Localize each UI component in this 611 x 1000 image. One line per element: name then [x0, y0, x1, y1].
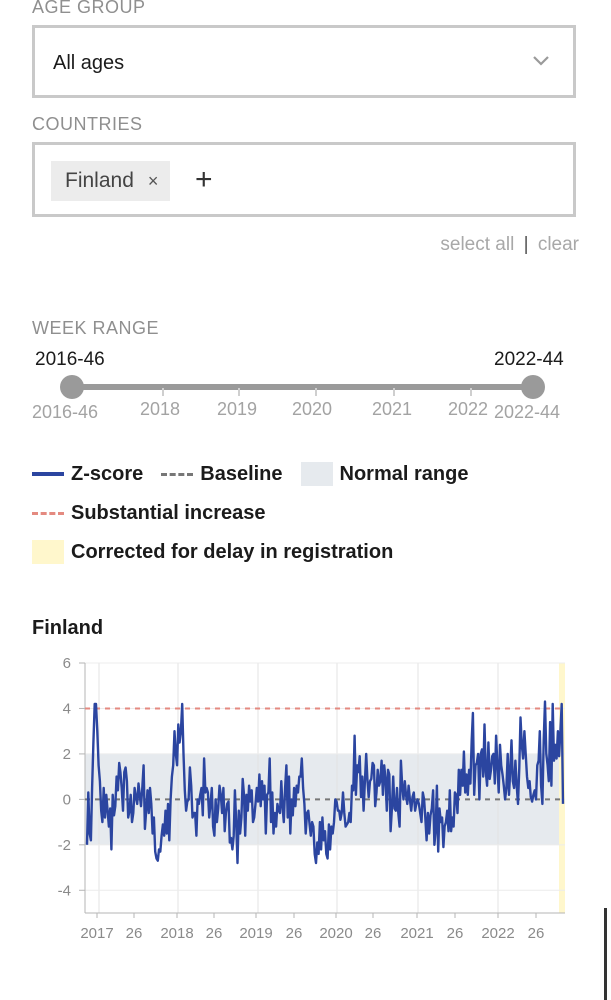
substantial-swatch — [32, 512, 64, 515]
y-tick-label: 6 — [63, 655, 71, 672]
x-tick-label: 26 — [126, 925, 143, 942]
scrollbar[interactable] — [604, 908, 607, 1000]
legend-baseline: Baseline — [161, 462, 283, 486]
link-separator: | — [523, 234, 529, 255]
legend-normal-range: Normal range — [300, 462, 469, 486]
week-range-year-label: 2020 — [292, 399, 333, 419]
country-chip-finland: Finland × — [51, 161, 171, 201]
corrected-swatch — [32, 540, 64, 564]
week-range-end-label: 2022-44 — [494, 402, 561, 422]
week-range-tick — [238, 388, 240, 396]
clear-link[interactable]: clear — [537, 234, 579, 255]
legend-baseline-label: Baseline — [200, 462, 283, 485]
normal-range-swatch — [300, 462, 333, 486]
x-tick-label: 26 — [206, 925, 223, 942]
x-tick-label: 26 — [447, 925, 464, 942]
x-tick-label: 26 — [528, 925, 545, 942]
add-country-icon[interactable]: + — [195, 163, 213, 196]
week-range-tick — [393, 388, 395, 396]
x-tick-label: 2019 — [239, 925, 272, 942]
x-tick-label: 2021 — [400, 925, 433, 942]
legend-zscore-label: Z-score — [71, 462, 144, 485]
legend-row-3: Corrected for delay in registration — [32, 540, 411, 564]
countries-label: COUNTRIES — [32, 114, 143, 134]
legend-corrected: Corrected for delay in registration — [32, 540, 393, 564]
zscore-swatch — [32, 472, 64, 476]
x-tick-label: 26 — [365, 925, 382, 942]
legend-row-1: Z-score Baseline Normal range — [32, 462, 486, 486]
zscore-series-line — [85, 700, 565, 865]
age-group-select[interactable]: All ages — [32, 25, 576, 98]
week-range-tick — [315, 388, 317, 396]
y-tick-label: 2 — [63, 746, 71, 763]
week-range-year-label: 2018 — [140, 399, 181, 419]
y-tick-label: 0 — [63, 791, 71, 808]
legend-corrected-label: Corrected for delay in registration — [71, 540, 394, 563]
chart-title: Finland — [32, 617, 104, 639]
week-range-year-label: 2019 — [217, 399, 258, 419]
week-range-tick — [162, 388, 164, 396]
week-range-end-handle[interactable] — [521, 375, 545, 399]
week-range-start-handle[interactable] — [60, 375, 84, 399]
y-tick-label: -2 — [58, 837, 71, 854]
week-range-label: WEEK RANGE — [32, 318, 160, 338]
age-group-value: All ages — [53, 52, 125, 74]
remove-country-icon[interactable]: × — [147, 170, 159, 191]
week-range-year-label: 2022 — [448, 399, 489, 419]
x-tick-label: 2020 — [319, 925, 352, 942]
week-range-start-label: 2016-46 — [32, 402, 99, 422]
select-all-link[interactable]: select all — [440, 234, 515, 255]
legend-zscore: Z-score — [32, 463, 143, 486]
week-range-year-label: 2021 — [372, 399, 413, 419]
x-tick-label: 26 — [286, 925, 303, 942]
x-tick-label: 2017 — [80, 925, 113, 942]
zscore-chart: 6 4 2 0 -2 -4 2017 26 2018 26 2019 26 2020 26 2021 26 20… — [58, 655, 565, 942]
week-range-end-value: 2022-44 — [494, 349, 564, 370]
y-tick-label: -4 — [58, 882, 71, 899]
week-range-tick — [470, 388, 472, 396]
selection-links: select all | clear — [440, 234, 579, 256]
week-range-start-value: 2016-46 — [35, 349, 105, 370]
countries-input[interactable]: Finland × + — [32, 142, 576, 217]
legend-substantial-label: Substantial increase — [71, 502, 266, 524]
chevron-down-icon — [533, 56, 549, 66]
baseline-swatch — [161, 472, 194, 476]
x-tick-label: 2022 — [481, 925, 514, 942]
legend-row-2: Substantial increase — [32, 502, 284, 525]
y-tick-label: 4 — [63, 700, 71, 717]
legend-normal-range-label: Normal range — [339, 462, 469, 485]
x-tick-label: 2018 — [160, 925, 193, 942]
legend-substantial: Substantial increase — [32, 502, 266, 525]
week-range-track[interactable] — [72, 384, 534, 390]
country-chip-label: Finland — [65, 169, 134, 192]
age-group-label: AGE GROUP — [32, 0, 146, 17]
